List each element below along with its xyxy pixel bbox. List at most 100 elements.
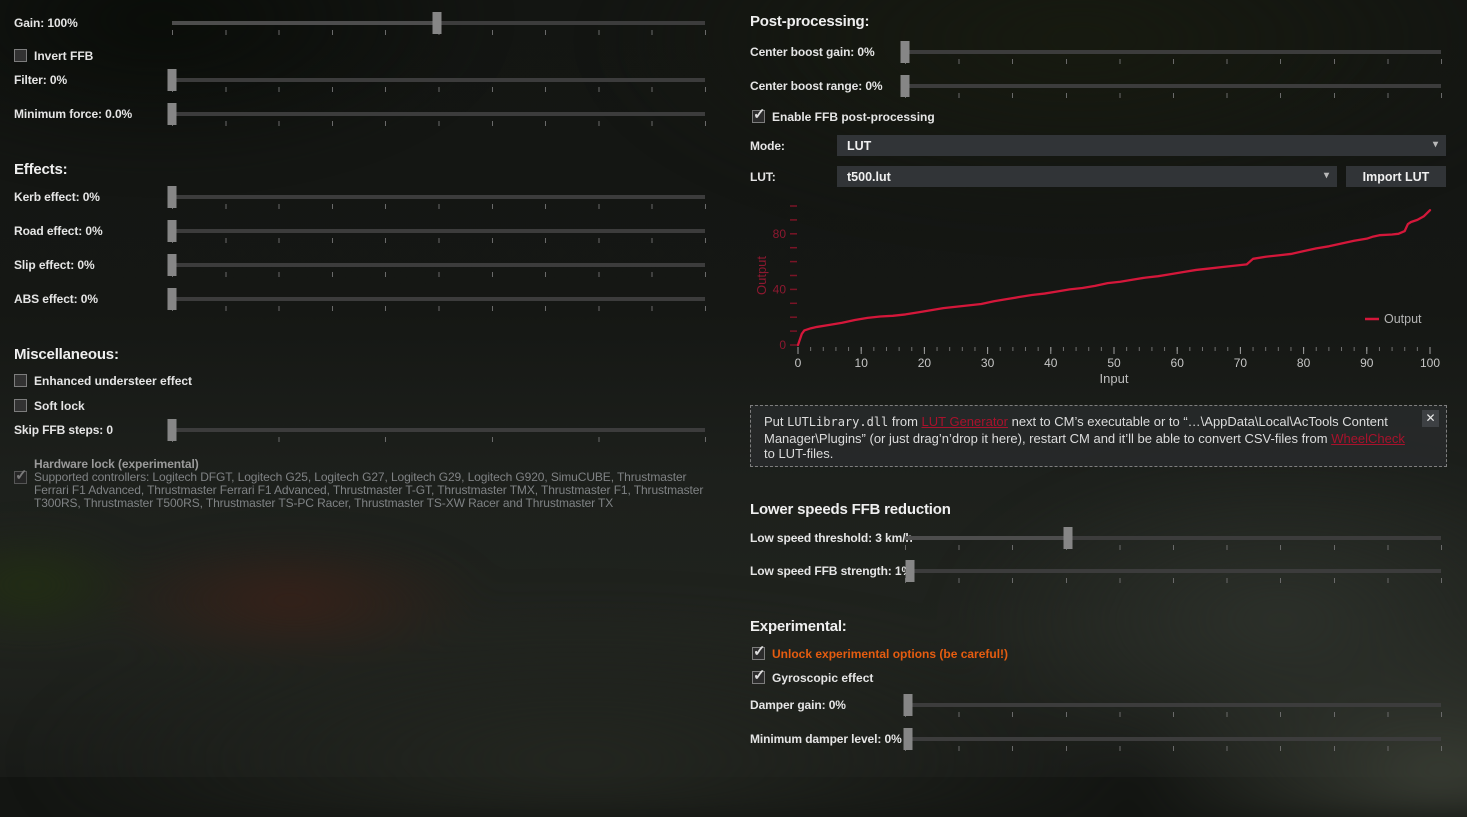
filter-slider[interactable] xyxy=(167,69,706,92)
gain-label: Gain: 100% xyxy=(14,15,78,30)
svg-text:30: 30 xyxy=(981,356,995,370)
supported-controllers-checkbox: ✓ xyxy=(14,467,28,484)
slider-track[interactable] xyxy=(172,263,705,267)
soft-lock-label: Soft lock xyxy=(34,399,85,413)
abs-effect-slider-handle[interactable] xyxy=(167,288,177,310)
svg-text:80: 80 xyxy=(773,227,787,241)
svg-text:Output: Output xyxy=(1384,312,1422,326)
info-link[interactable]: WheelCheck xyxy=(1331,430,1405,446)
unlock-experimental-label: Unlock experimental options (be careful!… xyxy=(772,647,1009,661)
slip-effect-slider[interactable] xyxy=(167,254,706,277)
kerb-effect-slider-handle[interactable] xyxy=(167,186,177,208)
center-boost-range-row: Center boost range: 0% xyxy=(0,75,1467,104)
slip-effect-label: Slip effect: 0% xyxy=(14,258,95,272)
lut-output-chart: 0 10 20 30 40 50 60 70 80 90 100 0 40 80 Output Input Ou… xyxy=(754,205,1440,386)
lut-label: LUT: xyxy=(750,170,776,184)
center-boost-gain-row: Center boost gain: 0% xyxy=(0,41,1467,70)
slip-effect-slider-handle[interactable] xyxy=(167,254,177,276)
chevron-down-icon: ▾ xyxy=(1432,139,1438,150)
slider-track[interactable] xyxy=(172,297,705,301)
center-boost-gain-slider-handle[interactable] xyxy=(900,41,910,63)
minimum-force-row: Minimum force: 0.0% xyxy=(0,102,1467,132)
abs-effect-slider[interactable] xyxy=(167,288,706,311)
enhanced-understeer-checkbox[interactable]: ✓ xyxy=(14,374,27,387)
damper-gain-slider-handle[interactable] xyxy=(903,694,913,716)
center-boost-range-slider[interactable] xyxy=(900,75,1442,98)
slider-ticks xyxy=(172,272,706,277)
effects-heading: Effects: xyxy=(14,161,68,178)
svg-text:50: 50 xyxy=(1107,356,1121,370)
gyroscopic-label: Gyroscopic effect xyxy=(772,671,874,685)
slider-track[interactable] xyxy=(172,195,705,199)
slider-track[interactable] xyxy=(172,78,705,82)
road-effect-row: Road effect: 0% xyxy=(0,220,1467,249)
invert-ffb-checkbox[interactable]: ✓ xyxy=(14,48,27,62)
lut-dropdown[interactable]: t500.lut ▾ xyxy=(837,166,1337,187)
slider-track[interactable] xyxy=(172,428,705,432)
slider-ticks xyxy=(905,578,1442,583)
damper-gain-label: Damper gain: 0% xyxy=(750,698,846,712)
slider-ticks xyxy=(172,204,706,209)
min-damper-slider[interactable] xyxy=(903,728,1442,751)
low-speed-strength-slider[interactable] xyxy=(905,560,1442,583)
mode-dropdown[interactable]: LUT ▾ xyxy=(837,135,1446,156)
lut-info-box: Put LUTLibrary.dll from LUT Generator ne… xyxy=(750,405,1447,467)
kerb-effect-slider[interactable] xyxy=(167,186,706,209)
slider-ticks xyxy=(905,746,1442,751)
soft-lock-checkbox[interactable]: ✓ xyxy=(14,399,27,412)
gain-row: Gain: 100% xyxy=(0,11,1467,41)
slider-ticks xyxy=(905,93,1442,98)
enable-post-checkbox[interactable]: ✓ xyxy=(752,106,766,123)
skip-ffb-slider-handle[interactable] xyxy=(167,419,177,441)
low-speed-threshold-slider-handle[interactable] xyxy=(1063,527,1073,549)
info-link[interactable]: LUT Generator xyxy=(921,414,1008,429)
filter-slider-handle[interactable] xyxy=(167,69,177,91)
center-boost-gain-label: Center boost gain: 0% xyxy=(750,45,875,59)
slider-fill xyxy=(905,536,1068,540)
min-damper-slider-handle[interactable] xyxy=(903,728,913,750)
low-speed-threshold-row: Low speed threshold: 3 km/h xyxy=(0,527,1467,556)
svg-text:70: 70 xyxy=(1234,356,1248,370)
center-boost-range-slider-handle[interactable] xyxy=(900,75,910,97)
mode-label: Mode: xyxy=(750,139,785,153)
low-speed-strength-label: Low speed FFB strength: 1% xyxy=(750,564,913,578)
svg-text:Input: Input xyxy=(1100,371,1129,386)
gyroscopic-checkbox[interactable]: ✓ xyxy=(752,667,766,684)
slider-track[interactable] xyxy=(905,737,1441,741)
minimum-force-slider[interactable] xyxy=(167,102,706,126)
slider-track[interactable] xyxy=(172,111,705,116)
invert-ffb-label: Invert FFB xyxy=(34,48,94,63)
road-effect-slider[interactable] xyxy=(167,220,706,243)
slider-track[interactable] xyxy=(172,229,705,233)
svg-text:0: 0 xyxy=(795,356,802,370)
close-icon[interactable]: ✕ xyxy=(1422,410,1439,427)
slider-track[interactable] xyxy=(905,703,1441,707)
skip-ffb-slider[interactable] xyxy=(167,419,706,442)
mode-value: LUT xyxy=(847,138,872,153)
damper-gain-slider[interactable] xyxy=(903,694,1442,717)
gain-slider[interactable] xyxy=(172,11,706,35)
slider-track[interactable] xyxy=(905,536,1441,540)
low-speed-threshold-slider[interactable] xyxy=(905,527,1442,550)
center-boost-gain-slider[interactable] xyxy=(900,41,1442,64)
low-speed-threshold-label: Low speed threshold: 3 km/h xyxy=(750,531,913,545)
minimum-force-slider-handle[interactable] xyxy=(167,102,177,125)
import-lut-button[interactable]: Import LUT xyxy=(1346,166,1446,187)
supported-controllers-text: Supported controllers: Logitech DFGT, Lo… xyxy=(34,470,704,510)
filter-label: Filter: 0% xyxy=(14,73,68,87)
post-processing-heading: Post-processing: xyxy=(750,13,870,30)
svg-text:40: 40 xyxy=(1044,356,1058,370)
filter-row: Filter: 0% xyxy=(0,69,1467,98)
gain-slider-handle[interactable] xyxy=(432,11,442,34)
kerb-effect-row: Kerb effect: 0% xyxy=(0,186,1467,215)
slider-track[interactable] xyxy=(905,569,1441,573)
unlock-experimental-checkbox[interactable]: ✓ xyxy=(752,643,766,660)
slider-track[interactable] xyxy=(905,84,1441,88)
slider-track[interactable] xyxy=(905,50,1441,54)
lower-speeds-heading: Lower speeds FFB reduction xyxy=(750,501,951,518)
road-effect-slider-handle[interactable] xyxy=(167,220,177,242)
kerb-effect-label: Kerb effect: 0% xyxy=(14,190,100,204)
abs-effect-row: ABS effect: 0% xyxy=(0,288,1467,317)
low-speed-strength-slider-handle[interactable] xyxy=(905,560,915,582)
slider-ticks xyxy=(905,712,1442,717)
